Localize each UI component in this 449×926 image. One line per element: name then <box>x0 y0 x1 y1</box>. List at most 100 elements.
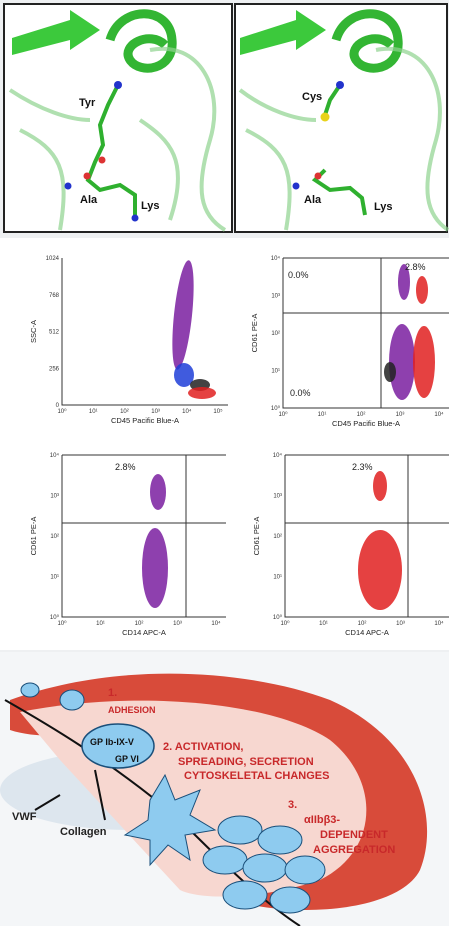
atom <box>83 172 91 180</box>
y-tick-label: 10⁴ <box>271 255 281 262</box>
x-tick-label: 10² <box>358 621 367 627</box>
atom <box>98 156 106 164</box>
residue-label: Tyr <box>79 97 96 109</box>
x-tick-label: 10¹ <box>96 621 105 627</box>
gate-label: 0.0% <box>288 270 309 280</box>
receptor: GP Ib-IX-V <box>90 737 134 747</box>
atom <box>131 214 139 222</box>
x-tick-label: 10⁰ <box>57 408 67 415</box>
atom <box>336 81 344 89</box>
x-tick-label: 10⁰ <box>280 620 290 627</box>
event-cloud <box>398 264 410 300</box>
x-axis-label: CD14 APC-A <box>122 628 166 637</box>
y-tick-label: 10³ <box>273 494 282 500</box>
x-tick-label: 10⁴ <box>182 408 192 415</box>
residue-label: Cys <box>302 91 322 103</box>
atom <box>320 112 330 122</box>
ribbon <box>8 46 227 232</box>
y-tick-label: 1024 <box>46 256 60 262</box>
y-tick-label: 10⁴ <box>273 452 283 459</box>
event-cloud <box>373 471 387 501</box>
y-tick-label: 0 <box>56 403 60 409</box>
residue-label: Ala <box>80 194 98 206</box>
platelet <box>284 855 326 885</box>
x-tick-label: 10⁵ <box>213 408 223 415</box>
event-cloud <box>384 362 396 382</box>
event-cloud <box>389 324 415 400</box>
y-axis-label: CD61 PE-A <box>29 517 38 556</box>
y-axis-label: CD61 PE-A <box>252 517 261 556</box>
x-tick-label: 10³ <box>396 412 405 418</box>
residue-label: Lys <box>141 200 160 212</box>
structure-panel-left: Tyr Ala Lys <box>3 3 233 233</box>
gate-label: 2.3% <box>352 462 373 472</box>
x-tick-label: 10³ <box>396 621 405 627</box>
structure-panel-right: Cys Ala Lys <box>234 3 449 233</box>
event-cloud <box>416 276 428 304</box>
aggregate <box>202 815 326 914</box>
y-tick-label: 512 <box>49 330 60 336</box>
platelet <box>257 825 303 855</box>
y-tick-label: 10² <box>50 534 59 540</box>
y-tick-label: 10⁰ <box>273 614 283 621</box>
y-tick-label: 10³ <box>271 294 280 300</box>
event-cloud <box>188 387 216 399</box>
y-tick-label: 10⁴ <box>50 452 60 459</box>
event-cloud <box>142 528 168 608</box>
step-label: αIIbβ3- <box>304 814 340 826</box>
y-tick-label: 10⁰ <box>50 614 60 621</box>
event-cloud <box>172 260 194 370</box>
residue-label: Ala <box>304 194 322 206</box>
y-tick-label: 10² <box>273 534 282 540</box>
atom <box>114 81 122 89</box>
step-label: CYTOSKELETAL CHANGES <box>184 770 329 782</box>
step-label: DEPENDENT <box>320 829 388 841</box>
x-tick-label: 10² <box>357 412 366 418</box>
platelet <box>59 689 85 711</box>
event-cloud <box>150 474 166 510</box>
step-label: ADHESION <box>108 705 156 715</box>
atom <box>64 182 72 190</box>
y-tick-label: 10¹ <box>273 575 282 581</box>
helix <box>331 9 403 73</box>
event-cloud <box>358 530 402 610</box>
y-axis-label: CD61 PE-A <box>250 314 259 353</box>
x-tick-label: 10¹ <box>319 621 328 627</box>
platelet <box>81 723 155 769</box>
plot-axes <box>282 258 449 409</box>
activated-platelet <box>123 773 217 867</box>
diagram: 1. ADHESION GP Ib-IX-V GP VI 2. ACTIVATI… <box>0 652 449 926</box>
gate-label: 2.8% <box>115 462 136 472</box>
residue-sticks <box>85 84 137 215</box>
y-tick-label: 10³ <box>50 494 59 500</box>
step-number: 3. <box>288 799 297 811</box>
x-tick-label: 10² <box>135 621 144 627</box>
plot-axes <box>61 258 228 406</box>
x-tick-label: 10⁰ <box>57 620 67 627</box>
x-tick-label: 10¹ <box>318 412 327 418</box>
x-tick-label: 10¹ <box>89 409 98 415</box>
platelet <box>20 682 40 698</box>
ribbon <box>238 46 449 232</box>
strand <box>12 10 100 55</box>
step-label: SPREADING, SECRETION <box>178 756 314 768</box>
step-label: 2. ACTIVATION, <box>163 741 243 753</box>
x-axis-label: CD45 Pacific Blue-A <box>332 419 400 428</box>
x-axis-label: CD45 Pacific Blue-A <box>111 416 179 425</box>
y-tick-label: 768 <box>49 293 60 299</box>
x-tick-label: 10⁴ <box>211 620 221 627</box>
x-tick-label: 10³ <box>151 409 160 415</box>
y-axis-label: SSC-A <box>29 320 38 343</box>
x-axis-label: CD14 APC-A <box>345 628 389 637</box>
event-cloud <box>413 326 435 398</box>
step-label: AGGREGATION <box>313 844 395 856</box>
strand <box>240 10 326 55</box>
y-tick-label: 10⁰ <box>271 405 281 412</box>
y-tick-label: 10¹ <box>271 369 280 375</box>
y-tick-label: 10¹ <box>50 575 59 581</box>
platelet <box>242 853 288 883</box>
x-tick-label: 10⁰ <box>278 411 288 418</box>
y-tick-label: 10² <box>271 331 280 337</box>
ligand-label: Collagen <box>60 826 107 838</box>
